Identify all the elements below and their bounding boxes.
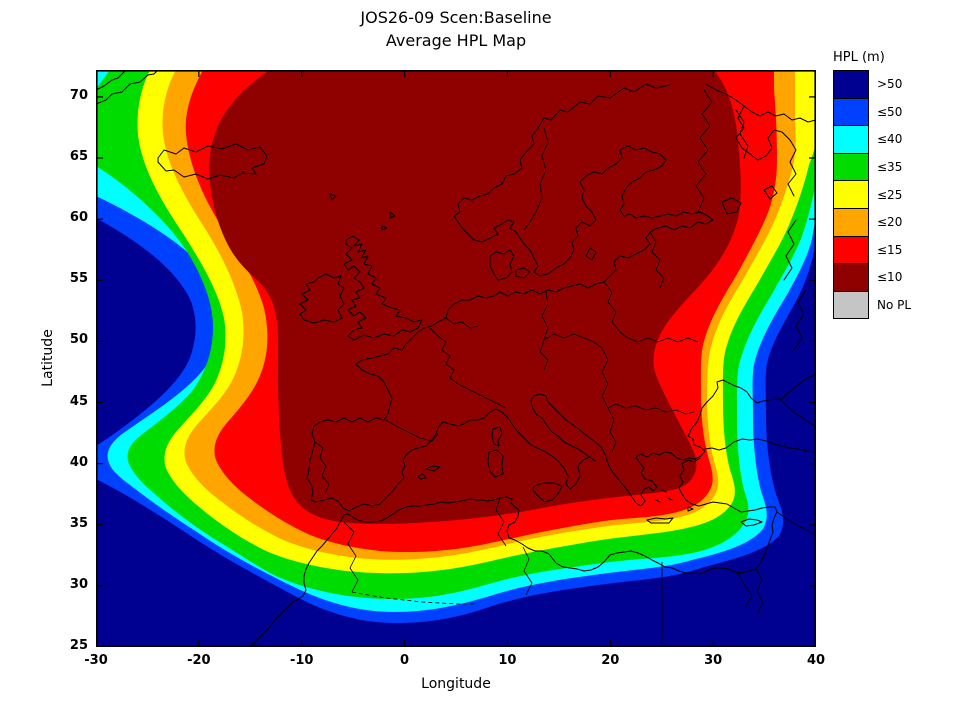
y-tick-label: 60 xyxy=(69,210,88,226)
legend-swatch-nopl xyxy=(833,290,869,320)
coastline-mediterranean-islands xyxy=(417,426,763,527)
legend-label-le50: ≤50 xyxy=(877,104,903,119)
legend-label-le15: ≤15 xyxy=(877,242,903,257)
y-tick-label: 30 xyxy=(69,576,88,592)
legend-label-le20: ≤20 xyxy=(877,215,903,230)
legend-label-le40: ≤40 xyxy=(877,132,903,147)
coastline-scandinavia-baltic xyxy=(453,83,714,295)
x-tick-label: 40 xyxy=(806,653,826,668)
x-tick-label: 10 xyxy=(498,653,517,668)
legend-row: ≤15 xyxy=(833,235,911,265)
legend-swatch-gt50 xyxy=(833,70,869,99)
x-tick-label: 0 xyxy=(400,653,410,668)
coastlines xyxy=(96,70,816,647)
y-tick-label: 55 xyxy=(69,271,88,287)
chart-title-line1: JOS26-09 Scen:Baseline xyxy=(360,8,552,27)
plot-box-border xyxy=(96,70,816,647)
legend-swatch-le35 xyxy=(833,152,869,182)
legend-swatch-le20 xyxy=(833,207,869,237)
x-tick-label: -30 xyxy=(84,653,108,668)
legend-row: ≤10 xyxy=(833,263,911,292)
x-tick-label: 20 xyxy=(601,653,620,668)
x-tick-label: -20 xyxy=(187,653,211,668)
y-tick-label: 50 xyxy=(69,332,88,348)
legend-label-le25: ≤25 xyxy=(877,187,903,202)
legend-title: HPL (m) xyxy=(833,50,885,65)
legend-swatch-le15 xyxy=(833,235,869,265)
x-axis-label: Longitude xyxy=(421,676,491,692)
legend-label-gt50: >50 xyxy=(877,77,903,92)
x-tick-label: 30 xyxy=(704,653,723,668)
legend-label-le35: ≤35 xyxy=(877,160,903,175)
y-tick-label: 70 xyxy=(69,87,88,103)
x-tick-label: -10 xyxy=(289,653,314,668)
legend-label-le10: ≤10 xyxy=(877,270,903,285)
legend-swatch-le25 xyxy=(833,180,869,209)
map-plot-area xyxy=(96,70,816,647)
coastline-russia-north xyxy=(705,83,816,351)
legend-entries: >50 ≤50 ≤40 ≤35 ≤25 ≤20 ≤15 ≤10 No PL xyxy=(833,70,912,320)
coastline-continental-europe xyxy=(249,289,816,647)
country-borders xyxy=(314,89,816,647)
y-tick-label: 45 xyxy=(69,393,88,409)
coastline-north-islands xyxy=(329,193,396,231)
y-axis-label: Latitude xyxy=(40,329,56,387)
coastline-denmark xyxy=(489,247,597,281)
y-tick-label: 35 xyxy=(69,515,88,531)
legend-row: ≤25 xyxy=(833,180,911,209)
legend-row: ≤20 xyxy=(833,207,911,237)
legend-swatch-le50 xyxy=(833,97,869,127)
chart-title-line2: Average HPL Map xyxy=(385,31,527,50)
y-tick-label: 40 xyxy=(69,454,88,470)
coastline-greenland xyxy=(96,70,159,105)
coastline-ireland xyxy=(299,273,345,324)
coastline-great-britain xyxy=(343,235,423,341)
legend-row: ≤35 xyxy=(833,152,911,182)
legend-swatch-le10 xyxy=(833,263,869,292)
legend-row: No PL xyxy=(833,290,912,320)
legend-row: ≤40 xyxy=(833,125,911,154)
legend: HPL (m) >50 ≤50 ≤40 ≤35 ≤25 ≤20 ≤15 ≤10 No PL xyxy=(833,50,912,320)
coastline-iceland xyxy=(157,143,268,180)
y-tick-label: 65 xyxy=(69,149,88,165)
legend-row: >50 xyxy=(833,70,911,99)
legend-swatch-le40 xyxy=(833,125,869,154)
legend-label-nopl: No PL xyxy=(877,298,912,313)
y-tick-label: 25 xyxy=(69,638,88,653)
legend-row: ≤50 xyxy=(833,97,911,127)
contour-bands xyxy=(96,70,816,647)
